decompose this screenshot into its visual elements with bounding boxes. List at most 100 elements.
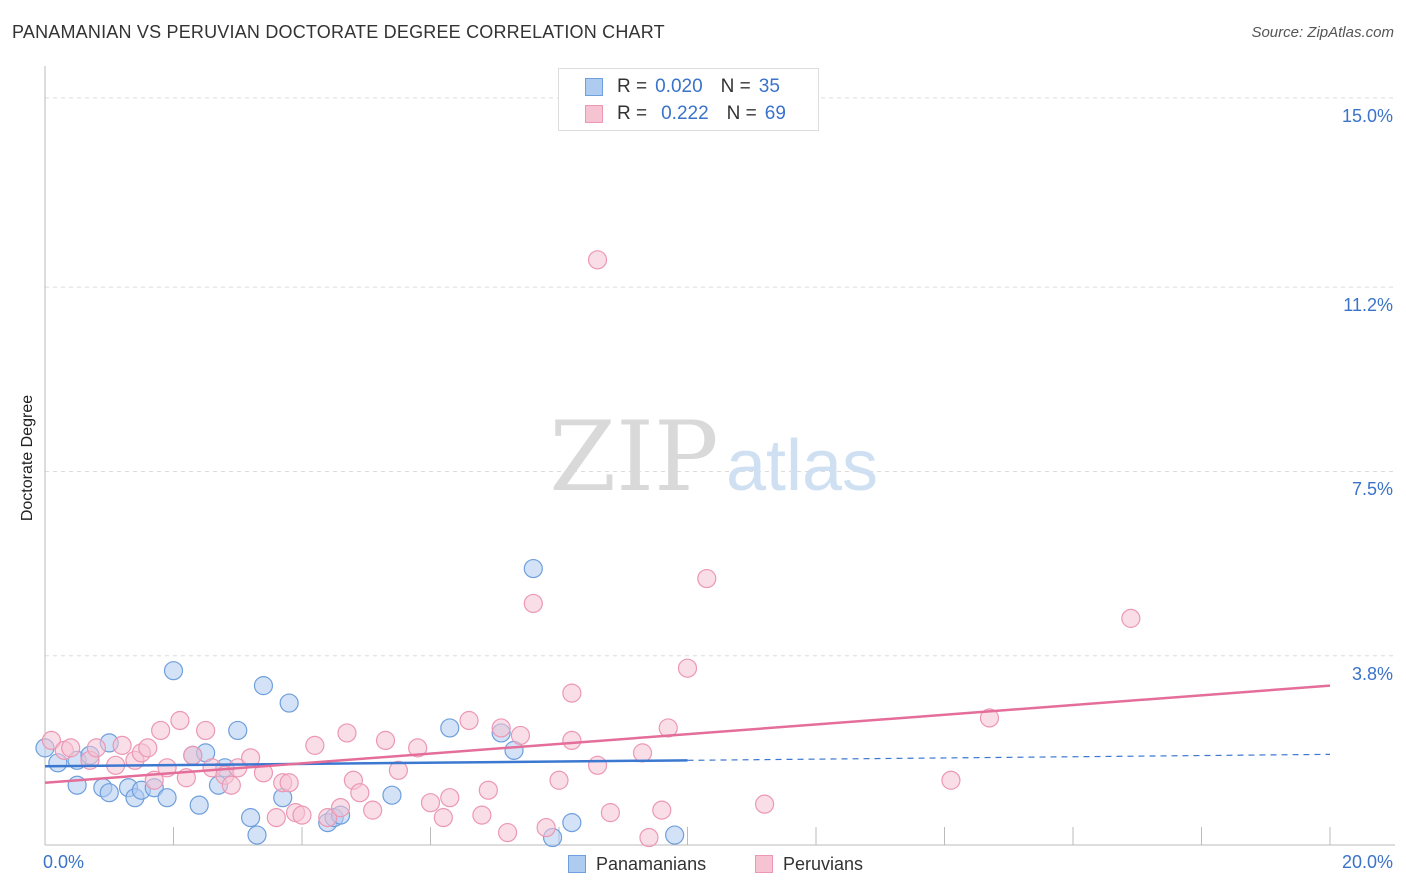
peruvian-point [754, 794, 775, 814]
peruvian-point [408, 738, 428, 758]
peruvian-point [536, 817, 556, 838]
trend-lines [44, 684, 1331, 784]
peruvian-point [658, 718, 678, 738]
r-value: 0.222 [661, 103, 709, 124]
peruvian-point [305, 735, 325, 755]
panamanian-point [163, 661, 184, 681]
peruvian-point [330, 798, 351, 818]
peruvian-point [639, 827, 659, 848]
panamanian-point [247, 825, 267, 845]
peruvian-point [350, 783, 370, 803]
peruvian-point [600, 803, 621, 823]
peruvian-point [112, 735, 132, 755]
y-tick-label: 15.0% [1341, 105, 1393, 126]
correlation-legend: R = 0.020 N = 35 R = 0.222 N = 69 [558, 68, 819, 131]
peruvian-point [266, 808, 286, 828]
peruvian-point [478, 780, 498, 800]
peruvian-point [183, 745, 203, 765]
peruvian-point [138, 738, 158, 758]
peruvian-point [433, 808, 453, 828]
panamanian-point [382, 785, 402, 805]
peruvian-point [151, 720, 171, 741]
peruvian-point [491, 718, 511, 738]
peruvian-point [1121, 608, 1141, 628]
peruvian-point [292, 805, 312, 825]
bottom-legend-panamanians: Panamanians [568, 852, 706, 876]
series-name: Panamanians [596, 853, 707, 874]
panamanian-point [189, 795, 209, 815]
panamanian-swatch [568, 855, 586, 873]
gridlines [45, 97, 1395, 657]
peruvian-point [221, 775, 241, 795]
peruvian-point [652, 800, 672, 820]
series-name: Peruvians [783, 853, 864, 874]
r-label: R = [617, 76, 648, 97]
n-label: N = [720, 76, 751, 97]
axes [44, 66, 1395, 846]
peruvian-trend-line [44, 684, 1331, 784]
peruvian-point [170, 710, 190, 731]
peruvian-point [941, 770, 961, 790]
panamanian-trend-line [44, 759, 688, 768]
peruvian-point [677, 658, 698, 678]
panamanian-point [99, 783, 119, 803]
chart-source: Source: ZipAtlas.com [1251, 24, 1394, 41]
panamanian-trend-extension [687, 753, 1331, 761]
r-label: R = [617, 103, 648, 124]
series-peruvians [41, 250, 1141, 848]
y-tick-label: 11.2% [1343, 295, 1393, 316]
peruvian-point [459, 710, 479, 731]
r-value: 0.020 [655, 76, 703, 97]
chart-title: PANAMANIAN VS PERUVIAN DOCTORATE DEGREE … [12, 22, 665, 42]
panamanian-point [665, 825, 685, 845]
panamanian-point [253, 676, 274, 696]
peruvian-swatch [585, 105, 603, 123]
peruvian-point [279, 773, 299, 793]
x-tick-label: 20.0% [1341, 852, 1393, 872]
bottom-legend-peruvians: Peruvians [755, 852, 863, 876]
watermark-zip: ZIP [549, 401, 718, 513]
peruvian-point [632, 743, 653, 763]
watermark-atlas: atlas [726, 426, 878, 506]
peruvian-point [86, 738, 107, 758]
peruvian-point [41, 730, 62, 751]
peruvian-point [337, 723, 357, 743]
panamanian-point [157, 788, 177, 808]
peruvian-swatch [755, 855, 773, 873]
peruvian-point [562, 730, 582, 751]
series-panamanians [35, 558, 685, 848]
peruvian-point [196, 720, 216, 741]
n-label: N = [726, 103, 757, 124]
peruvian-point [420, 793, 441, 813]
panamanian-point [440, 718, 460, 738]
peruvian-point [523, 593, 543, 614]
legend-row-peruvians: R = 0.222 N = 69 [585, 102, 786, 126]
panamanian-point [228, 720, 248, 741]
y-tick-label: 7.5% [1351, 479, 1393, 500]
peruvian-point [61, 738, 81, 758]
peruvian-point [375, 730, 396, 751]
n-value: 69 [764, 103, 786, 124]
legend-row-panamanians: R = 0.020 N = 35 [585, 75, 780, 99]
peruvian-point [472, 805, 492, 825]
peruvian-point [549, 770, 569, 790]
x-tick-label: 0.0% [43, 852, 85, 872]
peruvian-point [440, 788, 460, 808]
peruvian-point [979, 708, 1000, 728]
y-tick-label: 3.8% [1351, 663, 1393, 684]
panamanian-swatch [585, 78, 603, 96]
panamanian-point [279, 693, 299, 713]
peruvian-point [363, 800, 383, 820]
peruvian-point [587, 250, 608, 270]
peruvian-point [562, 683, 582, 703]
peruvian-point [388, 760, 408, 780]
peruvian-point [697, 568, 717, 589]
panamanian-point [523, 558, 543, 579]
panamanian-point [241, 808, 261, 828]
peruvian-point [318, 808, 338, 828]
peruvian-point [498, 822, 518, 843]
panamanian-point [562, 812, 582, 833]
n-value: 35 [758, 76, 780, 97]
peruvian-point [510, 725, 531, 746]
